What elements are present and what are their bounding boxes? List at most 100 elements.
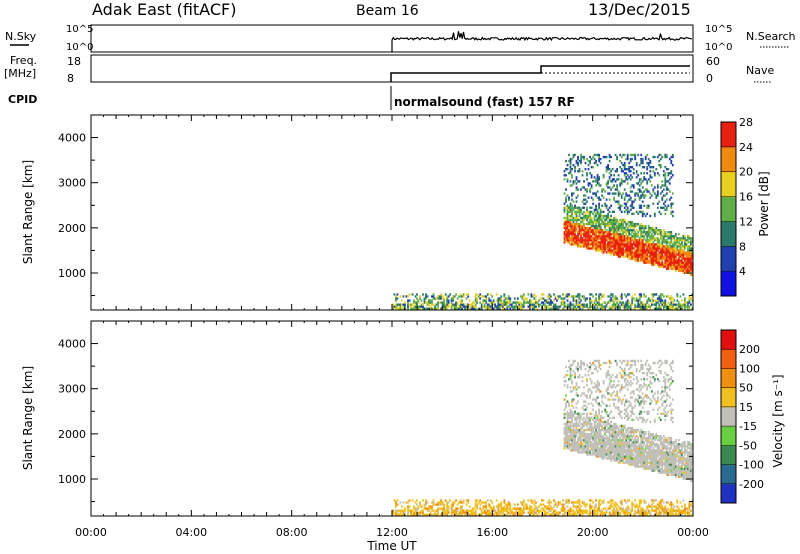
- echo-cell: [641, 210, 644, 214]
- echo-cell: [580, 239, 582, 242]
- echo-cell: [643, 235, 646, 238]
- echo-cell: [601, 239, 604, 242]
- echo-cell: [586, 449, 588, 452]
- echo-cell: [575, 412, 578, 415]
- echo-cell: [571, 210, 573, 214]
- echo-cell: [598, 202, 601, 205]
- echo-cell: [476, 503, 479, 506]
- echo-cell: [614, 376, 617, 379]
- echo-cell: [565, 426, 567, 430]
- echo-cell: [684, 301, 686, 304]
- echo-cell: [548, 509, 551, 512]
- echo-cell: [625, 229, 628, 232]
- echo-cell: [626, 307, 629, 310]
- echo-cell: [635, 459, 638, 462]
- echo-cell: [593, 426, 596, 430]
- echo-cell: [628, 441, 631, 444]
- echo-cell: [690, 241, 692, 244]
- echo-cell: [595, 153, 598, 157]
- echo-cell: [572, 155, 575, 159]
- echo-cell: [497, 513, 500, 516]
- echo-cell: [593, 511, 596, 514]
- echo-cell: [670, 212, 673, 216]
- echo-cell: [620, 503, 623, 506]
- echo-cell: [619, 307, 622, 310]
- echo-cell: [626, 380, 629, 383]
- echo-cell: [568, 414, 570, 418]
- echo-cell: [632, 461, 635, 464]
- echo-cell: [503, 509, 506, 512]
- echo-cell: [617, 241, 620, 244]
- echo-cell: [650, 176, 653, 179]
- echo-cell: [638, 180, 641, 183]
- echo-cell: [580, 237, 582, 240]
- echo-cell: [455, 303, 458, 306]
- echo-cell: [638, 303, 641, 306]
- echo-cell: [646, 172, 649, 175]
- echo-cell: [629, 447, 632, 450]
- echo-cell: [619, 390, 622, 393]
- echo-cell: [500, 505, 503, 508]
- echo-cell: [416, 499, 418, 502]
- echo-cell: [577, 367, 579, 371]
- echo-cell: [629, 303, 632, 306]
- echo-cell: [601, 443, 604, 446]
- echo-cell: [658, 229, 661, 232]
- echo-cell: [590, 229, 593, 232]
- echo-cell: [596, 224, 599, 228]
- echo-cell: [662, 255, 665, 258]
- echo-cell: [592, 212, 595, 216]
- echo-cell: [610, 155, 613, 159]
- echo-cell: [563, 443, 566, 446]
- echo-cell: [677, 305, 680, 308]
- echo-cell: [440, 297, 443, 300]
- echo-cell: [577, 412, 579, 415]
- echo-cell: [626, 231, 629, 234]
- echo-cell: [438, 295, 441, 298]
- echo-cell: [468, 303, 471, 306]
- echo-cell: [440, 503, 443, 506]
- echo-cell: [646, 206, 649, 209]
- echo-cell: [568, 359, 570, 363]
- echo-cell: [641, 449, 644, 452]
- echo-cell: [581, 220, 584, 224]
- echo-cell: [670, 295, 673, 298]
- echo-cell: [399, 501, 402, 504]
- echo-cell: [565, 216, 567, 220]
- echo-cell: [625, 251, 628, 254]
- echo-cell: [467, 305, 470, 308]
- echo-cell: [494, 509, 497, 512]
- echo-cell: [664, 261, 667, 264]
- echo-cell: [559, 511, 561, 514]
- echo-cell: [638, 188, 641, 191]
- echo-cell: [613, 511, 616, 514]
- echo-cell: [682, 253, 685, 256]
- echo-cell: [687, 267, 689, 270]
- echo-cell: [565, 428, 567, 432]
- echo-cell: [658, 251, 661, 254]
- echo-cell: [691, 267, 693, 270]
- echo-cell: [575, 449, 578, 452]
- echo-cell: [595, 437, 598, 440]
- echo-cell: [583, 206, 585, 209]
- echo-cell: [679, 305, 682, 308]
- echo-cell: [596, 445, 599, 448]
- echo-cell: [577, 210, 579, 214]
- echo-cell: [399, 307, 402, 310]
- echo-cell: [598, 451, 601, 454]
- echo-cell: [589, 235, 592, 238]
- echo-cell: [575, 402, 578, 405]
- echo-cell: [536, 303, 539, 306]
- echo-cell: [646, 180, 649, 183]
- echo-cell: [640, 293, 643, 296]
- echo-cell: [602, 214, 605, 218]
- echo-cell: [596, 418, 599, 422]
- echo-cell: [605, 390, 608, 393]
- echo-cell: [417, 513, 420, 516]
- echo-cell: [637, 441, 640, 444]
- echo-cell: [434, 307, 436, 310]
- echo-cell: [443, 503, 446, 506]
- echo-cell: [653, 247, 656, 250]
- echo-cell: [620, 229, 623, 232]
- echo-cell: [596, 414, 599, 418]
